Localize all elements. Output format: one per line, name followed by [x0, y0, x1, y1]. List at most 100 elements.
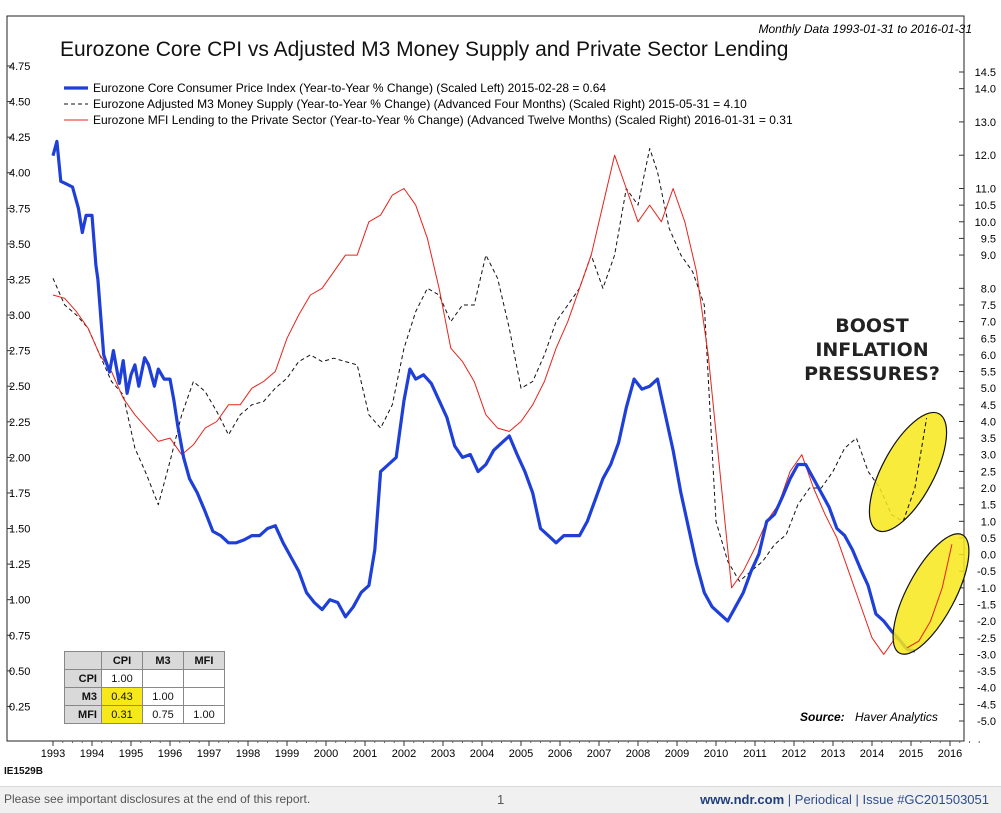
y-left-tick-label: 3.75 [9, 203, 30, 215]
corr-row-label: M3 [64, 687, 102, 706]
y-right-tick-label: 5.5 [981, 367, 996, 379]
y-right-tick-label: 10.0 [975, 217, 996, 229]
x-tick-label: 2003 [431, 748, 455, 760]
y-right-tick-label: 12.0 [975, 150, 996, 162]
y-right-tick-label: 10.5 [975, 200, 996, 212]
y-right-tick-label: 7.0 [981, 317, 996, 329]
y-right-tick-label: -0.5 [977, 566, 996, 578]
x-tick-label: 2013 [821, 748, 845, 760]
y-right-tick-label: 13.0 [975, 117, 996, 129]
source-label: Source: [800, 710, 845, 724]
y-right-tick-label: -1.0 [977, 583, 996, 595]
y-right-tick-label: 14.5 [975, 67, 996, 79]
y-left-tick-label: 0.25 [9, 701, 30, 713]
x-tick-label: 2016 [938, 748, 962, 760]
y-right-tick-label: 6.5 [981, 333, 996, 345]
y-left-tick-label: 0.50 [9, 666, 30, 678]
annotation-line-3: PRESSURES? [804, 363, 940, 385]
highlight-ellipse-m3 [868, 411, 948, 533]
y-right-tick-label: 4.0 [981, 416, 996, 428]
x-tick-label: 2002 [392, 748, 416, 760]
corr-row-cpi: CPI 1.00 [64, 669, 225, 688]
footer-disclosure: Please see important disclosures at the … [4, 792, 311, 806]
corr-row-label: MFI [64, 705, 102, 724]
annotation-line-1: BOOST [835, 315, 908, 337]
y-right-tick-label: 14.0 [975, 84, 996, 96]
x-tick-label: 2010 [704, 748, 728, 760]
x-tick-label: 2000 [314, 748, 338, 760]
corr-cell-highlighted: 0.43 [101, 687, 143, 706]
chart-frame [6, 15, 965, 742]
chart-title: Eurozone Core CPI vs Adjusted M3 Money S… [60, 38, 788, 61]
y-right-tick-label: -3.0 [977, 649, 996, 661]
footer-bar [0, 786, 1001, 813]
y-right-tick-label: 0.5 [981, 533, 996, 545]
x-tick-label: 2004 [470, 748, 494, 760]
y-left-tick-label: 2.75 [9, 346, 30, 358]
corr-cell-highlighted: 0.31 [101, 705, 143, 724]
corr-row-m3: M3 0.43 1.00 [64, 687, 225, 706]
corr-cell: 0.75 [142, 705, 184, 724]
legend-entry-m3: Eurozone Adjusted M3 Money Supply (Year-… [93, 97, 747, 111]
y-right-tick-label: 2.0 [981, 483, 996, 495]
chart-code: IE1529B [4, 766, 43, 777]
corr-cell [183, 669, 225, 688]
annotation-line-2: INFLATION [815, 339, 928, 361]
y-left-tick-label: 2.25 [9, 417, 30, 429]
footer-right: www.ndr.com | Periodical | Issue #GC2015… [700, 792, 989, 807]
y-left-tick-label: 3.00 [9, 310, 30, 322]
y-right-tick-label: 8.0 [981, 283, 996, 295]
y-right-tick-label: -2.5 [977, 633, 996, 645]
x-tick-label: 2009 [665, 748, 689, 760]
x-tick-label: 2012 [782, 748, 806, 760]
y-right-tick-label: 3.0 [981, 450, 996, 462]
y-right-tick-label: -4.0 [977, 683, 996, 695]
highlight-ellipse-mfi [892, 533, 970, 655]
corr-row-label: CPI [64, 669, 102, 688]
m3-series-line-highlighted [902, 418, 928, 522]
x-tick-label: 2008 [626, 748, 650, 760]
x-tick-label: 2015 [899, 748, 923, 760]
y-left-tick-label: 3.25 [9, 274, 30, 286]
period-note: Monthly Data 1993-01-31 to 2016-01-31 [759, 22, 972, 36]
y-left-tick-label: 2.00 [9, 452, 30, 464]
footer-separator: | [787, 792, 792, 807]
y-left-tick-label: 1.50 [9, 524, 30, 536]
corr-row-mfi: MFI 0.31 0.75 1.00 [64, 705, 225, 724]
x-tick-label: 1998 [236, 748, 260, 760]
y-left-tick-label: 4.75 [9, 61, 30, 73]
x-tick-label: 2014 [860, 748, 884, 760]
x-tick-label: 2005 [509, 748, 533, 760]
legend-entry-cpi: Eurozone Core Consumer Price Index (Year… [93, 81, 606, 95]
footer-site-link[interactable]: www.ndr.com [700, 792, 785, 807]
corr-cell [142, 669, 184, 688]
y-right-tick-label: -2.0 [977, 616, 996, 628]
corr-cell: 1.00 [183, 705, 225, 724]
y-right-tick-label: 5.0 [981, 383, 996, 395]
y-right-tick-label: 6.0 [981, 350, 996, 362]
x-tick-label: 2006 [548, 748, 572, 760]
x-tick-label: 1993 [41, 748, 65, 760]
x-tick-label: 2001 [353, 748, 377, 760]
y-right-tick-label: 1.0 [981, 516, 996, 528]
footer-page-number: 1 [497, 792, 505, 807]
y-left-tick-label: 4.50 [9, 97, 30, 109]
mfi-series-line [52, 154, 953, 655]
y-right-tick-label: 3.5 [981, 433, 996, 445]
corr-header-blank [64, 651, 102, 670]
y-right-tick-label: -5.0 [977, 716, 996, 728]
y-right-tick-label: 11.0 [975, 183, 996, 195]
source-name: Haver Analytics [855, 710, 938, 724]
y-right-tick-label: 4.5 [981, 400, 996, 412]
correlation-table: CPI M3 MFI CPI 1.00 M3 0.43 1.00 MFI 0.3… [64, 651, 225, 724]
x-tick-label: 2011 [743, 748, 767, 760]
y-right-tick-label: -4.5 [977, 699, 996, 711]
y-right-tick-label: 1.5 [981, 500, 996, 512]
cpi-series-line [51, 139, 916, 653]
x-tick-label: 1994 [80, 748, 104, 760]
corr-cell [183, 687, 225, 706]
mfi-series-line-highlighted [906, 544, 953, 649]
footer-periodical: Periodical [794, 792, 852, 807]
y-right-tick-label: 7.5 [981, 300, 996, 312]
